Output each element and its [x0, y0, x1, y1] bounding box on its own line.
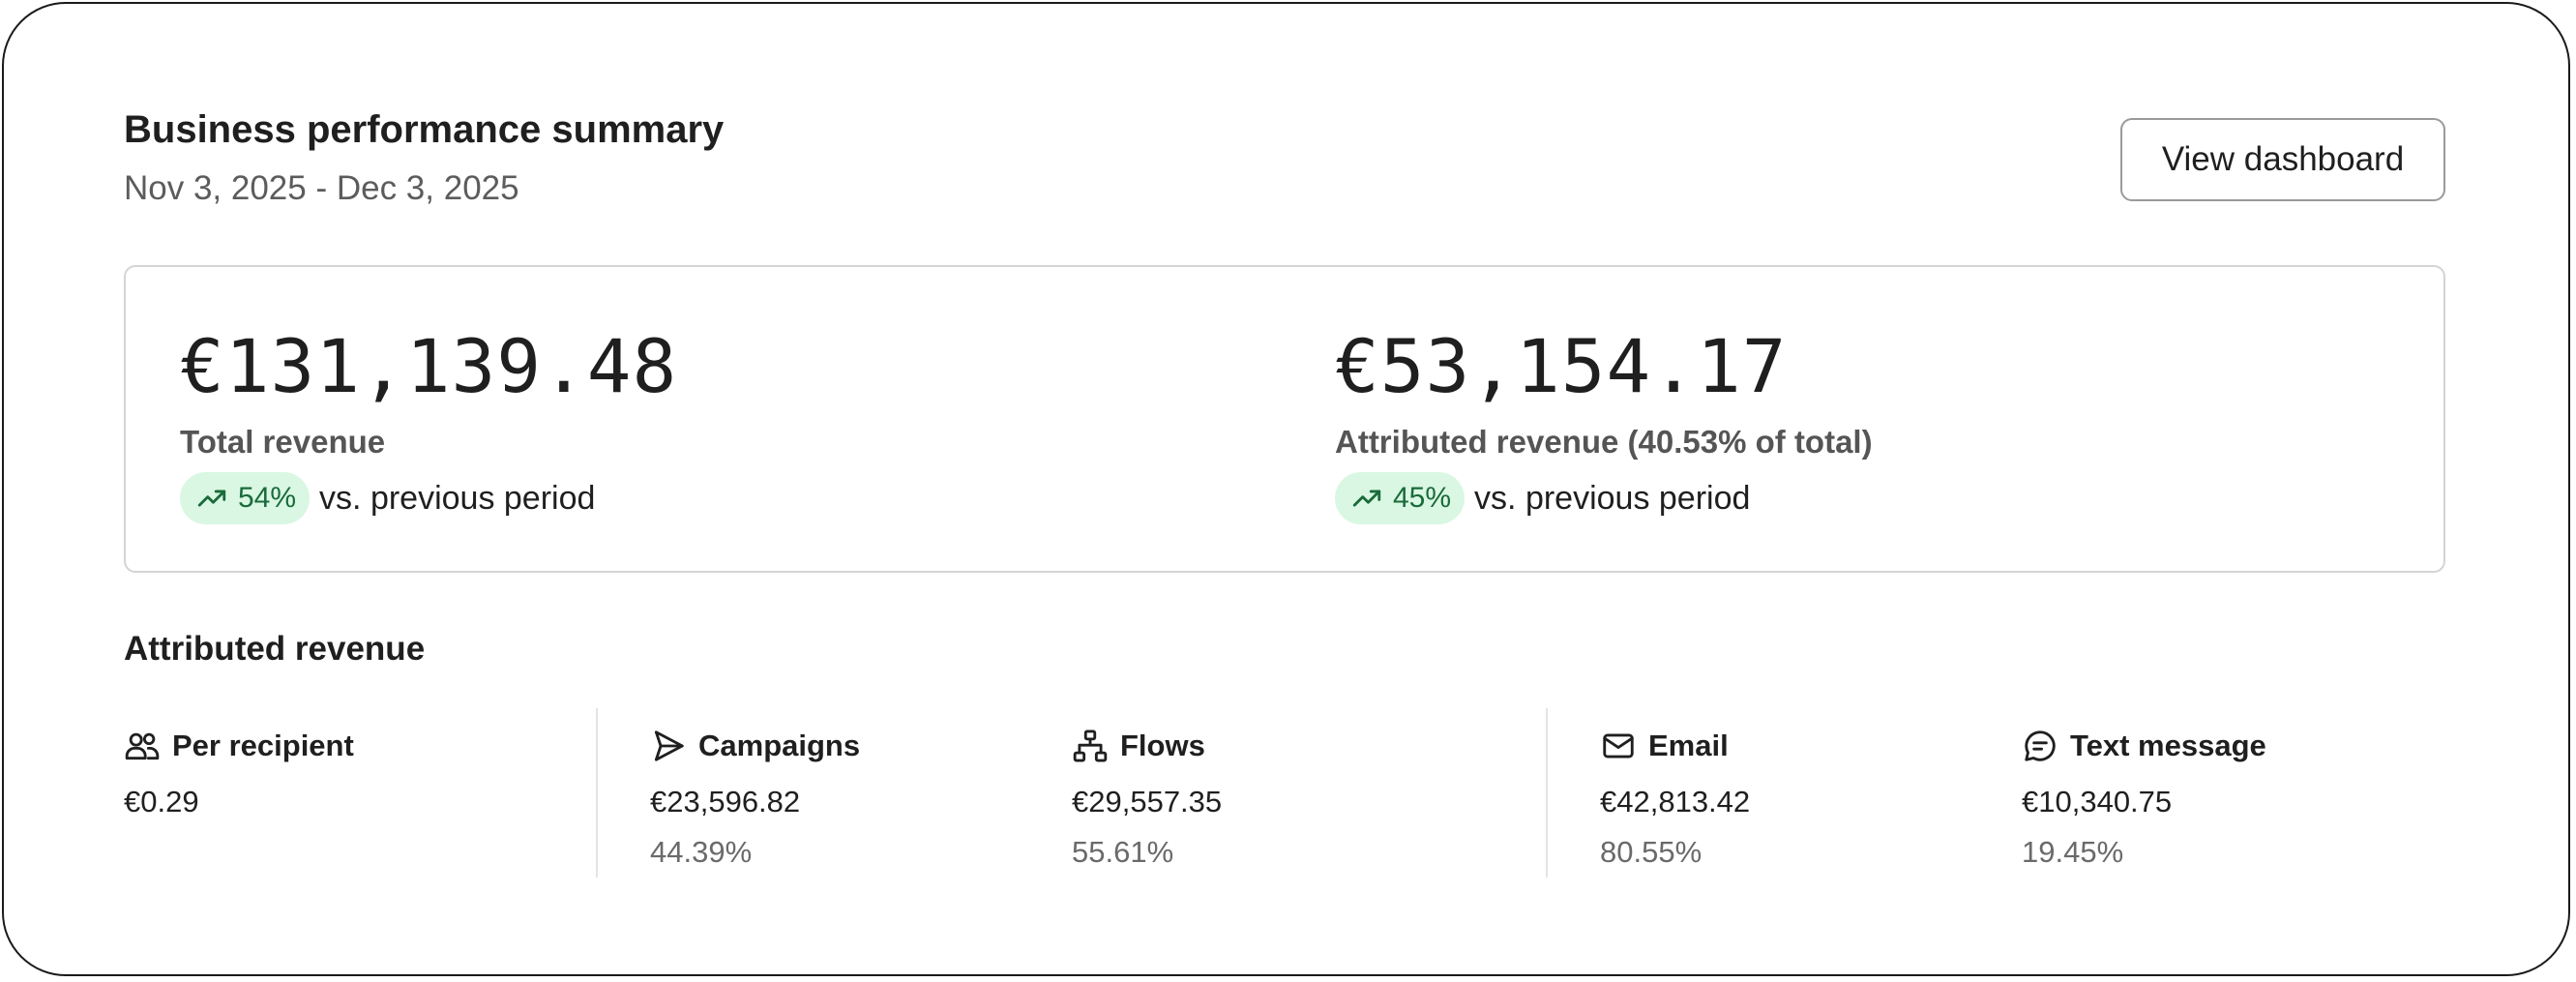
stat-email: Email €42,813.42 80.55% — [1600, 725, 1750, 870]
trending-up-icon — [1350, 482, 1383, 515]
attributed-revenue-value: €53,154.17 — [1335, 323, 1788, 409]
stat-label: Campaigns — [698, 729, 861, 762]
column-divider — [596, 708, 598, 878]
flows-icon — [1072, 728, 1109, 764]
revenue-summary-box: €131,139.48 Total revenue 54% vs. previo… — [124, 265, 2445, 573]
change-pill: 45% — [1335, 472, 1466, 524]
attributed-section-title: Attributed revenue — [124, 630, 426, 668]
stat-label: Per recipient — [172, 729, 354, 762]
stat-label: Email — [1648, 729, 1729, 762]
stat-value: €10,340.75 — [2022, 785, 2173, 818]
change-percent: 54% — [238, 482, 297, 514]
view-dashboard-button[interactable]: View dashboard — [2120, 118, 2445, 201]
date-range: Nov 3, 2025 - Dec 3, 2025 — [124, 169, 519, 207]
stat-label: Text message — [2070, 729, 2266, 762]
total-revenue-change: 54% vs. previous period — [180, 472, 595, 524]
change-pill: 54% — [180, 472, 311, 524]
stat-percent: 19.45% — [2022, 835, 2124, 869]
column-divider — [1546, 708, 1548, 878]
stat-value: €29,557.35 — [1072, 785, 1223, 818]
chat-icon — [2022, 728, 2058, 764]
comparison-text: vs. previous period — [319, 479, 596, 517]
total-revenue-value: €131,139.48 — [180, 323, 678, 409]
stat-text-message: Text message €10,340.75 19.45% — [2022, 725, 2266, 870]
stat-percent: 80.55% — [1600, 835, 1703, 869]
total-revenue-label: Total revenue — [180, 424, 386, 460]
stat-per-recipient: Per recipient €0.29 — [124, 725, 354, 819]
mail-icon — [1600, 728, 1637, 764]
users-icon — [124, 728, 161, 764]
trending-up-icon — [195, 482, 228, 515]
stat-percent: 44.39% — [650, 835, 753, 869]
stat-label: Flows — [1120, 729, 1205, 762]
attributed-revenue-change: 45% vs. previous period — [1335, 472, 1750, 524]
stat-value: €23,596.82 — [650, 785, 801, 818]
card-title: Business performance summary — [124, 108, 725, 151]
attributed-revenue-label: Attributed revenue (40.53% of total) — [1335, 424, 1873, 460]
stat-flows: Flows €29,557.35 55.61% — [1072, 725, 1222, 870]
stat-value: €42,813.42 — [1600, 785, 1751, 818]
stat-campaigns: Campaigns €23,596.82 44.39% — [650, 725, 860, 870]
comparison-text: vs. previous period — [1474, 479, 1751, 517]
stat-value: €0.29 — [124, 785, 199, 818]
send-icon — [650, 728, 687, 764]
stat-percent: 55.61% — [1072, 835, 1174, 869]
change-percent: 45% — [1393, 482, 1452, 514]
